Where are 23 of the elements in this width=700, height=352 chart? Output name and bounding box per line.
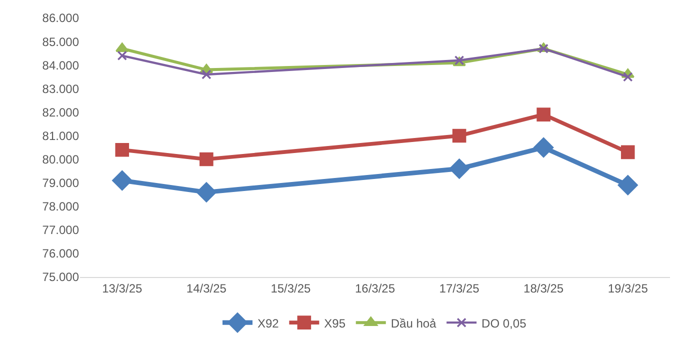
x-tick-label: 18/3/25 bbox=[524, 281, 564, 296]
legend-label: Dầu hoả bbox=[390, 316, 437, 330]
y-tick-label: 76.000 bbox=[42, 246, 80, 261]
x-tick-label: 14/3/25 bbox=[186, 281, 227, 296]
x-tick-label: 19/3/25 bbox=[608, 281, 648, 296]
legend-label: X92 bbox=[258, 316, 280, 330]
y-tick-label: 83.000 bbox=[42, 82, 80, 96]
legend-label: DO 0,05 bbox=[482, 316, 527, 330]
x-tick-label: 17/3/25 bbox=[439, 281, 480, 296]
y-tick-label: 77.000 bbox=[42, 223, 80, 238]
y-tick-label: 75.000 bbox=[42, 270, 80, 284]
y-tick-label: 78.000 bbox=[42, 200, 80, 214]
y-tick-label: 86.000 bbox=[42, 11, 80, 26]
y-tick-label: 84.000 bbox=[42, 58, 80, 72]
y-tick-label: 85.000 bbox=[42, 34, 80, 49]
legend-label: X95 bbox=[324, 316, 346, 330]
x-tick-label: 15/3/25 bbox=[270, 281, 312, 296]
y-tick-label: 81.000 bbox=[42, 128, 80, 143]
x-tick-label: 16/3/25 bbox=[354, 281, 396, 296]
y-tick-label: 82.000 bbox=[42, 105, 80, 120]
x-tick-label: 13/3/25 bbox=[102, 281, 142, 296]
y-tick-label: 80.000 bbox=[42, 152, 80, 166]
y-tick-label: 79.000 bbox=[42, 176, 80, 190]
